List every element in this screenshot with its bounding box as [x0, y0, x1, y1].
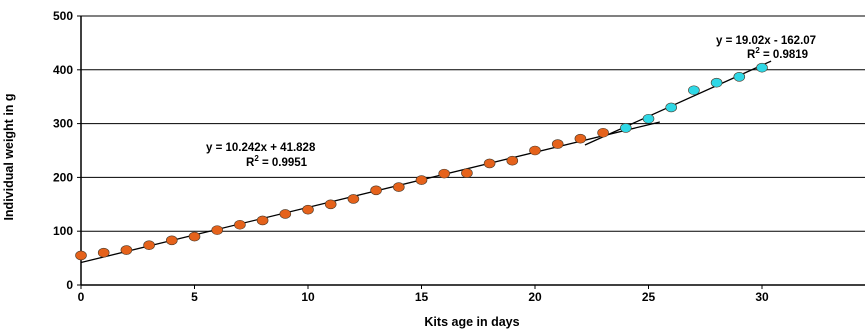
- trendlines: [80, 60, 772, 264]
- data-point-day-17: [461, 168, 473, 178]
- trendline-1-r2-superscript: 2: [254, 154, 259, 163]
- data-point-day-29: [733, 71, 746, 82]
- data-point-day-20: [529, 145, 541, 156]
- data-point-day-8: [256, 215, 269, 226]
- data-point-day-1: [97, 247, 110, 258]
- trendline-2-r-squared: R2 = 0.9819: [747, 46, 808, 61]
- data-point-day-4: [166, 235, 178, 246]
- y-tick-label-0: 0: [66, 278, 73, 292]
- data-point-day-22: [574, 133, 587, 144]
- data-point-day-15: [415, 175, 428, 185]
- data-point-day-27: [688, 85, 700, 96]
- trendline-2-r2-prefix: R: [747, 49, 756, 61]
- x-tick-label-25: 25: [642, 290, 656, 304]
- data-point-day-23: [597, 127, 609, 138]
- data-point-day-26: [665, 102, 678, 113]
- trendline-1-equation: y = 10.242x + 41.828: [206, 142, 316, 154]
- gridlines: [81, 15, 865, 232]
- x-tick-label-10: 10: [301, 290, 315, 304]
- trendline-2-equation: y = 19.02x - 162.07: [716, 35, 816, 47]
- data-point-day-28: [710, 77, 723, 88]
- trendline-1: [80, 121, 661, 264]
- data-point-day-7: [234, 219, 246, 230]
- data-point-day-30: [756, 62, 768, 73]
- trendline-1-r2-prefix: R: [246, 157, 255, 169]
- y-axis-label: Individual weight in g: [2, 93, 16, 220]
- data-points: [75, 62, 768, 261]
- data-point-day-13: [370, 185, 382, 196]
- data-point-day-11: [324, 199, 337, 210]
- trendline-2-r2-value: = 0.9819: [760, 49, 808, 61]
- data-point-day-6: [211, 225, 223, 235]
- data-point-day-10: [302, 204, 314, 215]
- x-tick-label-20: 20: [528, 290, 542, 304]
- trendline-1-r-squared: R2 = 0.9951: [246, 154, 308, 169]
- y-tick-label-100: 100: [53, 224, 73, 238]
- data-point-day-25: [642, 113, 655, 124]
- tick-labels: 0 100 200 300 400 500 0 5 10 15 20 25 30: [53, 9, 769, 304]
- y-tick-label-300: 300: [53, 117, 73, 131]
- data-point-day-5: [188, 231, 201, 242]
- x-axis-label: Kits age in days: [424, 315, 519, 329]
- trendline-1-r2-value: = 0.9951: [259, 157, 308, 169]
- data-point-day-12: [347, 194, 360, 204]
- data-point-day-16: [438, 168, 451, 179]
- data-point-day-3: [143, 240, 155, 250]
- data-point-day-0: [75, 250, 87, 261]
- y-tick-label-200: 200: [53, 170, 73, 184]
- data-point-day-2: [120, 245, 133, 255]
- data-point-day-24: [619, 123, 632, 133]
- data-point-day-14: [392, 182, 405, 192]
- y-tick-label-500: 500: [53, 9, 73, 23]
- x-tick-label-30: 30: [755, 290, 769, 304]
- trendline-2-r2-superscript: 2: [755, 46, 760, 55]
- data-point-day-21: [551, 139, 564, 149]
- data-point-day-18: [483, 158, 496, 169]
- axes: [77, 15, 865, 289]
- data-point-day-9: [279, 209, 292, 219]
- data-point-day-19: [506, 155, 519, 166]
- x-tick-label-0: 0: [78, 290, 85, 304]
- x-tick-label-15: 15: [415, 290, 429, 304]
- y-tick-label-400: 400: [53, 63, 73, 77]
- x-tick-label-5: 5: [191, 290, 198, 304]
